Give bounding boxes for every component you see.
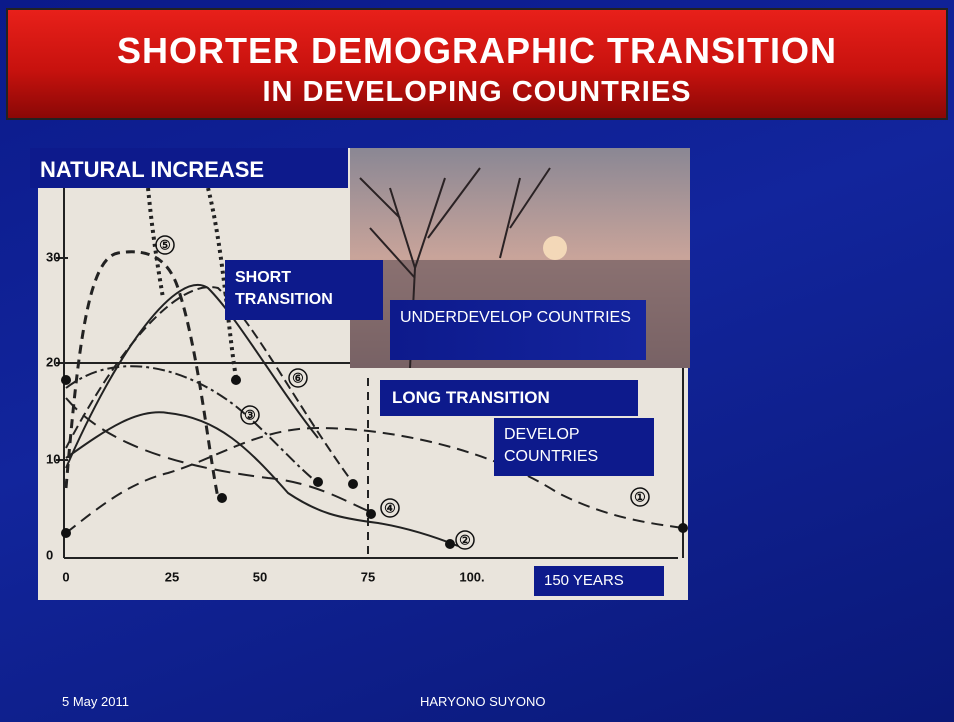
x-tick-label: 0	[62, 569, 69, 584]
slide: SHORTER DEMOGRAPHIC TRANSITION IN DEVELO…	[0, 0, 954, 722]
callout: DEVELOP COUNTRIES	[494, 418, 654, 476]
y-tick-label: 0	[46, 547, 53, 562]
curve-label: ⑤	[159, 237, 171, 252]
callout: LONG TRANSITION	[380, 380, 638, 416]
title: SHORTER DEMOGRAPHIC TRANSITION	[8, 30, 946, 72]
footer-date: 5 May 2011	[62, 694, 129, 709]
callout: SHORT TRANSITION	[225, 260, 383, 320]
x-tick-label: 100.	[459, 569, 484, 584]
callout: 150 YEARS	[534, 566, 664, 596]
curve-label: ⑥	[292, 370, 304, 385]
title-bar: SHORTER DEMOGRAPHIC TRANSITION IN DEVELO…	[6, 8, 948, 120]
curve-label: ②	[459, 532, 471, 547]
subtitle: IN DEVELOPING COUNTRIES	[8, 76, 946, 109]
figure-label: NATURAL INCREASE	[30, 148, 348, 188]
y-tick-label: 20	[46, 354, 60, 369]
x-tick-label: 75	[361, 569, 375, 584]
x-tick-label: 50	[253, 569, 267, 584]
footer-author: HARYONO SUYONO	[420, 694, 545, 709]
curve-label: ④	[384, 500, 396, 515]
curve-label: ③	[244, 407, 256, 422]
x-tick-label: 25	[165, 569, 179, 584]
callout: UNDERDEVELOP COUNTRIES	[390, 300, 646, 360]
y-tick-label: 10	[46, 451, 60, 466]
curve-label: ①	[634, 489, 646, 504]
y-tick-label: 30	[46, 249, 60, 264]
